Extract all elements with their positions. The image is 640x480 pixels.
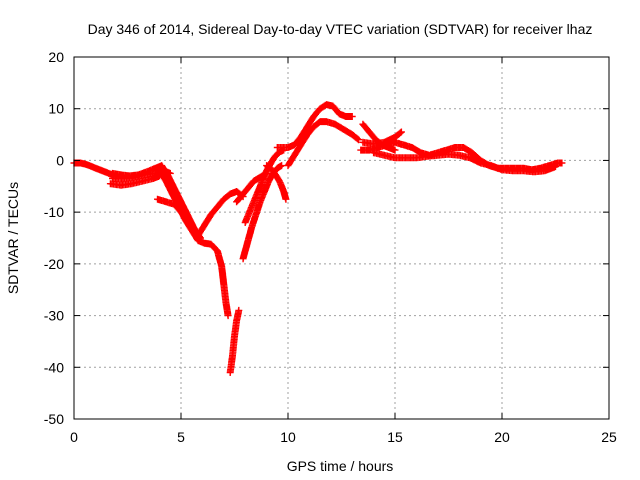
y-tick-label: 20 [48,49,64,65]
data-marker-trail [370,149,559,176]
series-arc-14 [284,118,363,170]
data-marker-trail [156,167,232,320]
y-tick-label: -50 [44,411,64,427]
data-marker-trail [194,188,247,239]
series-arc-13 [273,101,356,151]
x-tick-label: 25 [601,429,617,445]
series-arc-7 [194,188,247,239]
series-arc-16 [359,128,405,148]
y-tick-label: 10 [48,101,64,117]
x-axis-label: GPS time / hours [287,458,394,474]
x-tick-label: 15 [387,429,403,445]
x-tick-label: 10 [280,429,296,445]
series-arc-8 [226,306,243,376]
data-marker-trail [106,172,164,189]
plot-frame [73,56,610,420]
series-arc-18 [370,149,559,176]
x-tick-label: 0 [70,429,78,445]
chart-title: Day 346 of 2014, Sidereal Day-to-day VTE… [88,21,593,37]
x-tick-label: 20 [494,429,510,445]
series-arc-12 [263,162,290,203]
y-tick-label: -40 [44,359,64,375]
data-marker-trail [226,306,243,376]
series-arc-3 [106,172,164,189]
data-marker-trail [284,118,363,170]
data-marker-trail [359,128,405,148]
data-marker-trail [273,101,356,151]
y-tick-label: -10 [44,204,64,220]
series-arc-5 [156,167,232,320]
grid-lines [74,57,609,419]
y-axis-ticks: -50 -40 -30 -20 -10 0 10 20 [44,49,609,427]
y-tick-label: 0 [56,152,64,168]
y-tick-label: -30 [44,308,64,324]
y-axis-label: SDTVAR / TECUs [5,182,21,294]
y-tick-label: -20 [44,256,64,272]
x-tick-label: 5 [177,429,185,445]
data-marker-trail [263,162,290,203]
data-points [70,101,566,376]
x-axis-ticks: 0 5 10 15 20 25 [70,57,617,445]
